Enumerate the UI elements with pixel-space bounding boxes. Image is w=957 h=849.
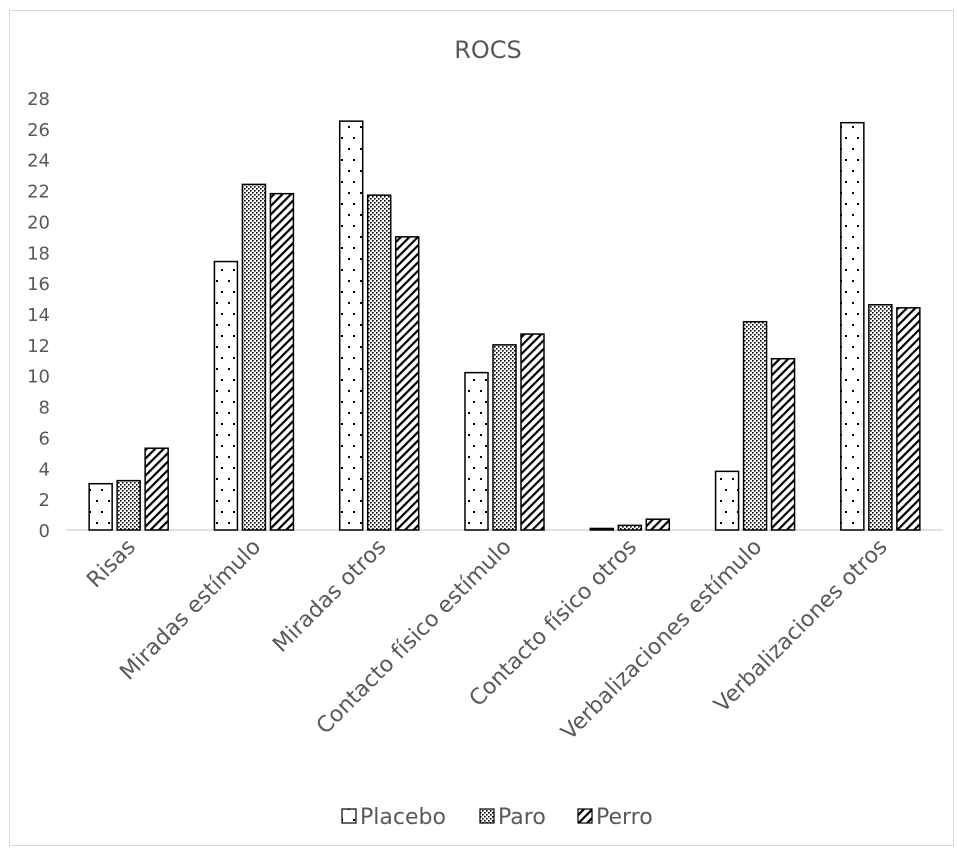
bar-placebo: [840, 121, 865, 531]
bar-placebo: [88, 482, 113, 531]
bar-paro: [116, 479, 141, 531]
bar-perro: [144, 447, 169, 531]
y-tick-label: 12: [27, 336, 50, 357]
legend-label-perro: Perro: [596, 805, 653, 830]
bar-perro: [520, 333, 545, 531]
bar-perro: [770, 357, 796, 531]
y-tick-label: 14: [27, 305, 50, 326]
y-tick-label: 28: [27, 89, 50, 110]
y-tick-label: 22: [27, 182, 50, 203]
bar-paro: [617, 524, 643, 531]
bar-paro: [742, 320, 768, 531]
bar-paro: [241, 183, 267, 531]
bar-placebo: [338, 120, 364, 531]
y-tick-label: 18: [27, 243, 50, 264]
bar-placebo: [213, 260, 239, 531]
legend-label-placebo: Placebo: [360, 805, 446, 830]
x-tick-label: Risas: [82, 535, 141, 594]
y-tick-label: 2: [39, 490, 50, 511]
bar-perro: [394, 236, 420, 531]
legend-swatch-perro: [577, 808, 593, 824]
bars: [88, 120, 921, 531]
bar-paro: [492, 344, 517, 531]
bar-paro: [366, 194, 392, 531]
y-tick-label: 24: [27, 151, 50, 172]
bar-placebo: [464, 371, 489, 531]
legend-swatch-placebo: [341, 808, 357, 824]
bar-placebo: [714, 470, 740, 531]
bar-perro: [896, 307, 921, 531]
bar-perro: [269, 192, 295, 531]
x-tick-label: Miradas otros: [268, 535, 391, 658]
y-tick-label: 4: [39, 459, 50, 480]
legend-swatch-paro: [479, 808, 495, 824]
legend: Placebo Paro Perro: [341, 805, 653, 830]
chart-title: ROCS: [454, 36, 522, 64]
y-tick-label: 20: [27, 212, 50, 233]
y-tick-label: 26: [27, 120, 50, 141]
y-tick-label: 16: [27, 274, 50, 295]
y-tick-label: 0: [39, 521, 50, 542]
x-tick-label: Miradas estímulo: [115, 535, 266, 686]
y-tick-label: 6: [39, 428, 50, 449]
x-tick-label: Verbalizaciones estímulo: [557, 535, 768, 746]
bar-paro: [868, 303, 893, 531]
bar-placebo: [589, 527, 615, 531]
y-tick-label: 10: [27, 367, 50, 388]
legend-label-paro: Paro: [498, 805, 546, 830]
bar-perro: [645, 518, 671, 531]
y-tick-label: 8: [39, 398, 50, 419]
